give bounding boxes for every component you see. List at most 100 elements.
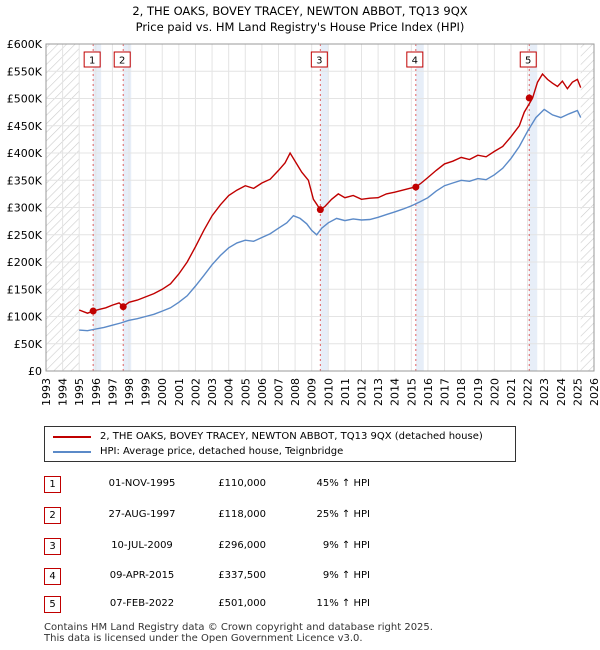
table-row: 2 27-AUG-1997 £118,000 25% ↑ HPI: [44, 507, 564, 524]
sale-marker: [525, 94, 533, 102]
x-tick-label: 2020: [488, 378, 501, 406]
series-line-property: [78, 72, 582, 314]
x-tick-label: 2002: [189, 378, 202, 406]
sale-label-text: 1: [89, 56, 95, 67]
legend-label-hpi: HPI: Average price, detached house, Teig…: [100, 446, 344, 457]
price-chart: 2, THE OAKS, BOVEY TRACEY, NEWTON ABBOT,…: [7, 4, 600, 406]
y-tick-label: £300K: [7, 202, 43, 215]
x-tick-label: 1994: [57, 378, 70, 406]
x-tick-label: 2025: [571, 378, 584, 406]
x-tick-label: 2026: [588, 378, 600, 406]
transaction-number: 1: [44, 476, 61, 493]
transaction-date: 27-AUG-1997: [108, 509, 176, 520]
x-tick-label: 2011: [339, 378, 352, 406]
table-row: 5 07-FEB-2022 £501,000 11% ↑ HPI: [44, 596, 564, 613]
sale-label-box: [519, 51, 537, 68]
x-tick-label: 2015: [405, 378, 418, 406]
legend-label-property: 2, THE OAKS, BOVEY TRACEY, NEWTON ABBOT,…: [100, 431, 483, 442]
chart-subtitle: Price paid vs. HM Land Registry's House …: [136, 20, 465, 34]
chart-title: 2, THE OAKS, BOVEY TRACEY, NEWTON ABBOT,…: [132, 4, 467, 18]
footer-attribution: Contains HM Land Registry data © Crown c…: [44, 622, 433, 644]
transaction-price: £337,500: [218, 570, 266, 581]
sale-label-text: 4: [412, 56, 418, 67]
y-tick-label: £200K: [7, 256, 43, 269]
x-tick-label: 2008: [289, 378, 302, 406]
transaction-date: 01-NOV-1995: [108, 478, 176, 489]
x-tick-label: 2012: [356, 378, 369, 406]
transaction-date: 09-APR-2015: [109, 570, 175, 581]
x-tick-label: 2016: [422, 378, 435, 406]
sale-label-box: [113, 51, 131, 68]
x-tick-label: 2007: [272, 378, 285, 406]
sale-label-box: [310, 51, 328, 68]
sale-label-text: 2: [119, 56, 125, 67]
transaction-price: £296,000: [218, 540, 266, 551]
x-tick-label: 2006: [256, 378, 269, 406]
x-tick-label: 2000: [156, 378, 169, 406]
x-tick-label: 1996: [90, 378, 103, 406]
sale-marker: [316, 206, 324, 214]
transaction-number: 2: [44, 507, 61, 524]
sale-marker: [412, 183, 420, 191]
y-tick-label: £100K: [7, 311, 43, 324]
x-tick-label: 2021: [505, 378, 518, 406]
x-tick-label: 1998: [123, 378, 136, 406]
transaction-number: 5: [44, 596, 61, 613]
transaction-number: 3: [44, 538, 61, 555]
y-tick-label: £500K: [7, 93, 43, 106]
sale-label-text: 3: [316, 56, 322, 67]
x-tick-label: 2010: [322, 378, 335, 406]
x-tick-label: 2019: [472, 378, 485, 406]
x-tick-label: 2018: [455, 378, 468, 406]
sale-marker: [89, 307, 97, 315]
transaction-number: 4: [44, 568, 61, 585]
x-tick-label: 1993: [40, 378, 53, 406]
transaction-date: 10-JUL-2009: [111, 540, 173, 551]
x-tick-label: 2001: [173, 378, 186, 406]
x-tick-label: 2013: [372, 378, 385, 406]
table-row: 4 09-APR-2015 £337,500 9% ↑ HPI: [44, 568, 564, 585]
footer-line-1: Contains HM Land Registry data © Crown c…: [44, 622, 433, 633]
transaction-hpi: 25% ↑ HPI: [316, 509, 370, 520]
transaction-hpi: 45% ↑ HPI: [316, 478, 370, 489]
x-tick-label: 1999: [140, 378, 153, 406]
transaction-price: £110,000: [218, 478, 266, 489]
transaction-date: 07-FEB-2022: [109, 598, 175, 609]
sale-label-box: [406, 51, 424, 68]
x-tick-label: 2014: [389, 378, 402, 406]
transaction-hpi: 11% ↑ HPI: [316, 598, 370, 609]
sale-label-box: [83, 51, 101, 68]
chart-legend: 2, THE OAKS, BOVEY TRACEY, NEWTON ABBOT,…: [44, 426, 516, 462]
transaction-price: £118,000: [218, 509, 266, 520]
x-tick-label: 2003: [206, 378, 219, 406]
y-tick-label: £450K: [7, 120, 43, 133]
series-line-hpi: [79, 108, 582, 332]
x-tick-label: 2017: [439, 378, 452, 406]
plot-frame: [45, 43, 595, 372]
x-tick-label: 2005: [239, 378, 252, 406]
y-tick-label: £50K: [14, 338, 43, 351]
legend-swatch-property: [53, 435, 91, 438]
x-tick-label: 2009: [306, 378, 319, 406]
y-tick-label: £150K: [7, 283, 43, 296]
y-tick-label: £250K: [7, 229, 43, 242]
table-row: 1 01-NOV-1995 £110,000 45% ↑ HPI: [44, 476, 564, 493]
transaction-price: £501,000: [218, 598, 266, 609]
table-row: 3 10-JUL-2009 £296,000 9% ↑ HPI: [44, 538, 564, 555]
y-tick-label: £0: [28, 365, 42, 378]
x-tick-label: 2024: [555, 378, 568, 406]
legend-swatch-hpi: [53, 450, 91, 453]
y-tick-label: £600K: [7, 38, 43, 51]
transaction-hpi: 9% ↑ HPI: [322, 540, 370, 551]
y-tick-label: £350K: [7, 174, 43, 187]
y-tick-label: £550K: [7, 65, 43, 78]
sale-marker: [119, 303, 127, 311]
y-tick-label: £400K: [7, 147, 43, 160]
transaction-hpi: 9% ↑ HPI: [322, 570, 370, 581]
x-tick-label: 1997: [106, 378, 119, 406]
footer-line-2: This data is licensed under the Open Gov…: [44, 633, 363, 644]
x-tick-label: 2004: [223, 378, 236, 406]
sale-label-text: 5: [525, 56, 531, 67]
x-tick-label: 2023: [538, 378, 551, 406]
x-tick-label: 1995: [73, 378, 86, 406]
